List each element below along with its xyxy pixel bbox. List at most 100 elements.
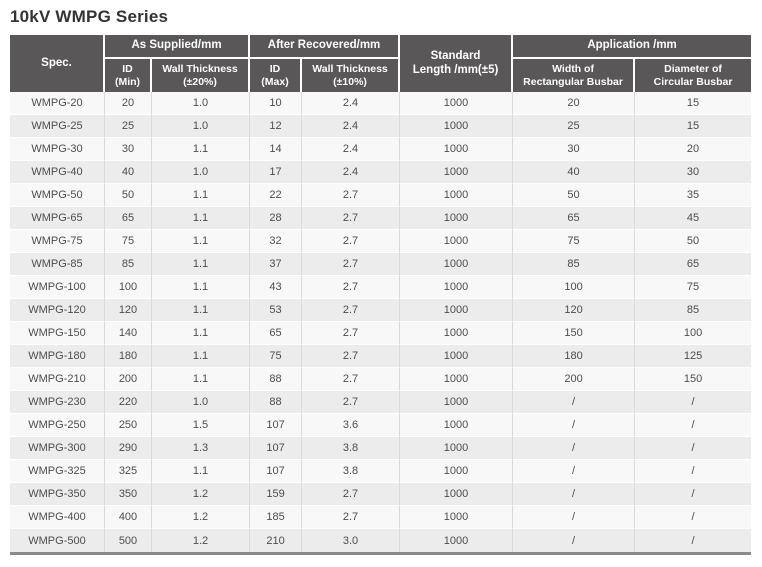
header-as-supplied: As Supplied/mm bbox=[105, 35, 251, 59]
id_min-cell: 25 bbox=[105, 115, 152, 138]
width_rect_busbar-cell: 85 bbox=[513, 253, 636, 276]
table-body: WMPG-20 20 1.0 10 2.4 1000 20 15 WMPG-25 25 1.0 12 2… bbox=[10, 92, 752, 552]
diameter_circ_busbar-cell: 75 bbox=[635, 276, 752, 299]
standard_length-cell: 1000 bbox=[400, 115, 514, 138]
wall_thickness_20-cell: 1.1 bbox=[152, 368, 251, 391]
diameter_circ_busbar-cell: 150 bbox=[635, 368, 752, 391]
standard_length-cell: 1000 bbox=[400, 460, 514, 483]
wall_thickness_10-cell: 2.7 bbox=[302, 207, 401, 230]
spec-cell: WMPG-210 bbox=[10, 368, 105, 391]
id_max-cell: 88 bbox=[250, 391, 303, 414]
width_rect_busbar-cell: 20 bbox=[513, 92, 636, 115]
table-header: Spec. As Supplied/mm After Recovered/mm … bbox=[10, 35, 752, 92]
spec-cell: WMPG-350 bbox=[10, 483, 105, 506]
diameter_circ_busbar-cell: / bbox=[635, 391, 752, 414]
wall_thickness_10-cell: 2.7 bbox=[302, 276, 401, 299]
spec-cell: WMPG-50 bbox=[10, 184, 105, 207]
diameter_circ_busbar-cell: 30 bbox=[635, 161, 752, 184]
spec-cell: WMPG-230 bbox=[10, 391, 105, 414]
diameter_circ_busbar-cell: / bbox=[635, 437, 752, 460]
width_rect_busbar-cell: 150 bbox=[513, 322, 636, 345]
diameter_circ_busbar-cell: 50 bbox=[635, 230, 752, 253]
id_max-cell: 107 bbox=[250, 414, 303, 437]
wall_thickness_20-cell: 1.0 bbox=[152, 115, 251, 138]
standard_length-cell: 1000 bbox=[400, 253, 514, 276]
id_max-cell: 107 bbox=[250, 437, 303, 460]
wall_thickness_20-cell: 1.2 bbox=[152, 483, 251, 506]
wall_thickness_20-cell: 1.2 bbox=[152, 506, 251, 529]
header-sub-row: ID (Min) Wall Thickness (±20%) ID (Max) … bbox=[10, 59, 752, 92]
id_min-cell: 180 bbox=[105, 345, 152, 368]
wall_thickness_20-cell: 1.1 bbox=[152, 138, 251, 161]
wall_thickness_20-cell: 1.1 bbox=[152, 322, 251, 345]
wall_thickness_10-cell: 2.7 bbox=[302, 368, 401, 391]
id_min-cell: 400 bbox=[105, 506, 152, 529]
wall_thickness_20-cell: 1.1 bbox=[152, 460, 251, 483]
wall_thickness_20-cell: 1.1 bbox=[152, 345, 251, 368]
id_max-cell: 12 bbox=[250, 115, 303, 138]
id_max-cell: 75 bbox=[250, 345, 303, 368]
spec-cell: WMPG-150 bbox=[10, 322, 105, 345]
header-wall-thickness-20: Wall Thickness (±20%) bbox=[152, 59, 251, 92]
table-row: WMPG-325 325 1.1 107 3.8 1000// bbox=[10, 460, 752, 483]
id_min-cell: 75 bbox=[105, 230, 152, 253]
header-spec: Spec. bbox=[10, 35, 105, 92]
table-row: WMPG-100 100 1.1 43 2.7 1000 100 75 bbox=[10, 276, 752, 299]
wall_thickness_20-cell: 1.0 bbox=[152, 92, 251, 115]
diameter_circ_busbar-cell: / bbox=[635, 483, 752, 506]
width_rect_busbar-cell: 65 bbox=[513, 207, 636, 230]
id_max-cell: 14 bbox=[250, 138, 303, 161]
width_rect_busbar-cell: 180 bbox=[513, 345, 636, 368]
table-row: WMPG-350 350 1.2 159 2.7 1000// bbox=[10, 483, 752, 506]
standard_length-cell: 1000 bbox=[400, 483, 514, 506]
width_rect_busbar-cell: / bbox=[513, 460, 636, 483]
id_min-cell: 325 bbox=[105, 460, 152, 483]
spec-cell: WMPG-30 bbox=[10, 138, 105, 161]
wall_thickness_20-cell: 1.1 bbox=[152, 299, 251, 322]
standard_length-cell: 1000 bbox=[400, 207, 514, 230]
id_min-cell: 140 bbox=[105, 322, 152, 345]
standard_length-cell: 1000 bbox=[400, 368, 514, 391]
wall_thickness_10-cell: 2.7 bbox=[302, 322, 401, 345]
id_min-cell: 20 bbox=[105, 92, 152, 115]
width_rect_busbar-cell: 50 bbox=[513, 184, 636, 207]
width_rect_busbar-cell: / bbox=[513, 483, 636, 506]
id_max-cell: 37 bbox=[250, 253, 303, 276]
id_min-cell: 220 bbox=[105, 391, 152, 414]
table-row: WMPG-50 50 1.1 22 2.7 1000 50 35 bbox=[10, 184, 752, 207]
diameter_circ_busbar-cell: 35 bbox=[635, 184, 752, 207]
wall_thickness_10-cell: 2.4 bbox=[302, 92, 401, 115]
id_min-cell: 350 bbox=[105, 483, 152, 506]
id_min-cell: 85 bbox=[105, 253, 152, 276]
diameter_circ_busbar-cell: 20 bbox=[635, 138, 752, 161]
spec-cell: WMPG-250 bbox=[10, 414, 105, 437]
wall_thickness_20-cell: 1.2 bbox=[152, 529, 251, 552]
wall_thickness_10-cell: 2.4 bbox=[302, 138, 401, 161]
standard_length-cell: 1000 bbox=[400, 506, 514, 529]
wall_thickness_20-cell: 1.0 bbox=[152, 391, 251, 414]
id_max-cell: 88 bbox=[250, 368, 303, 391]
diameter_circ_busbar-cell: / bbox=[635, 460, 752, 483]
wall_thickness_20-cell: 1.1 bbox=[152, 230, 251, 253]
header-diameter-circ-busbar: Diameter of Circular Busbar bbox=[635, 59, 752, 92]
spec-cell: WMPG-85 bbox=[10, 253, 105, 276]
table-row: WMPG-150 140 1.1 65 2.7 1000 150 100 bbox=[10, 322, 752, 345]
id_min-cell: 30 bbox=[105, 138, 152, 161]
standard_length-cell: 1000 bbox=[400, 276, 514, 299]
id_min-cell: 200 bbox=[105, 368, 152, 391]
spec-cell: WMPG-25 bbox=[10, 115, 105, 138]
spec-cell: WMPG-120 bbox=[10, 299, 105, 322]
id_min-cell: 100 bbox=[105, 276, 152, 299]
spec-cell: WMPG-75 bbox=[10, 230, 105, 253]
id_min-cell: 120 bbox=[105, 299, 152, 322]
width_rect_busbar-cell: / bbox=[513, 529, 636, 552]
wall_thickness_10-cell: 2.7 bbox=[302, 506, 401, 529]
spec-cell: WMPG-65 bbox=[10, 207, 105, 230]
wall_thickness_10-cell: 3.6 bbox=[302, 414, 401, 437]
table-row: WMPG-120 120 1.1 53 2.7 1000 120 85 bbox=[10, 299, 752, 322]
standard_length-cell: 1000 bbox=[400, 437, 514, 460]
diameter_circ_busbar-cell: / bbox=[635, 529, 752, 552]
page-title: 10kV WMPG Series bbox=[10, 7, 169, 26]
width_rect_busbar-cell: / bbox=[513, 414, 636, 437]
spec-cell: WMPG-100 bbox=[10, 276, 105, 299]
